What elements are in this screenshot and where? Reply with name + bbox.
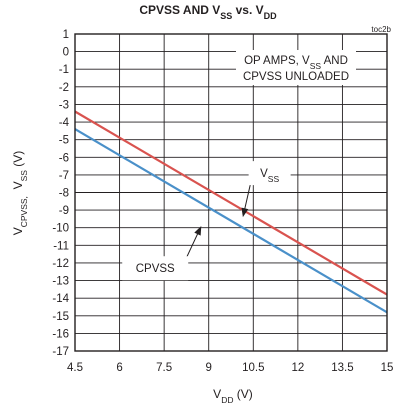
y-tick-label: -1 <box>59 64 69 76</box>
y-tick-label: 0 <box>63 47 69 59</box>
condition-note-background <box>236 50 356 85</box>
chart-title-part-b: vs. V <box>232 3 263 17</box>
y-axis-label: VCPVSS, VSS (V) <box>11 151 29 236</box>
y-tick-label: -14 <box>52 293 69 305</box>
chart-title-sub-a: SS <box>220 11 232 21</box>
x-tick-label: 13.5 <box>331 362 353 374</box>
callout-label-background <box>248 161 291 186</box>
chart-title-part-a: CPVSS AND V <box>139 3 220 17</box>
x-tick-label: 4.5 <box>67 362 83 374</box>
y-tick-label: -6 <box>59 152 69 164</box>
y-tick-label: -7 <box>59 170 69 182</box>
condition-note-line1-text: OP AMPS, V <box>244 55 310 67</box>
y-tick-label: -12 <box>52 258 69 270</box>
callout-arrowhead <box>241 207 249 218</box>
y-axis-label-a: V <box>11 227 25 235</box>
y-tick-label: -5 <box>59 135 69 147</box>
chart-title-sub-b: DD <box>264 11 277 21</box>
chart-title: CPVSS AND VSS vs. VDD <box>139 3 277 21</box>
grid <box>75 34 387 351</box>
series-lines <box>74 110 388 314</box>
y-tick-label: -15 <box>52 311 69 323</box>
condition-note-line2: CPVSS UNLOADED <box>243 71 349 83</box>
x-axis-label-rest: (V) <box>233 387 252 401</box>
x-tick-label: 12 <box>291 362 304 374</box>
x-axis-label-main: V <box>213 387 221 401</box>
x-axis-label: VDD (V) <box>213 387 253 405</box>
series-line-v-ss <box>74 110 388 296</box>
y-axis-label-a-sub: CPVSS, <box>19 196 29 227</box>
y-tick-label: -4 <box>59 117 70 129</box>
y-tick-label: -13 <box>52 276 69 288</box>
x-tick-label: 7.5 <box>156 362 172 374</box>
x-tick-label: 9 <box>206 362 212 374</box>
y-tick-label: -17 <box>52 346 69 358</box>
condition-note-line1-rest: AND <box>321 55 348 67</box>
callouts: VSS CPVSS <box>122 161 291 281</box>
series-label-v-ss: VSS <box>260 168 279 184</box>
y-tick-label: -9 <box>59 205 69 217</box>
condition-note-line1: OP AMPS, VSS AND <box>244 55 348 71</box>
figure-id: toc2b <box>371 25 391 34</box>
y-axis-label-c: (V) <box>11 151 25 170</box>
series-label-cpvss: CPVSS <box>136 263 175 275</box>
callout-arrow-shaft <box>185 230 200 259</box>
x-axis-label-sub: DD <box>221 395 233 405</box>
tick-labels: 4.5 6 7.5 9 10.5 12 13.5 15 1 0 -1 -2 -3 -4 -5 -6 -7 -8 -9… <box>52 29 393 374</box>
y-tick-label: -8 <box>59 188 69 200</box>
y-tick-label: -11 <box>53 240 69 252</box>
x-tick-label: 10.5 <box>242 362 264 374</box>
y-axis-label-b: V <box>11 181 25 196</box>
callout-label-background <box>122 256 189 281</box>
callout-arrowhead <box>194 225 202 236</box>
y-tick-label: -2 <box>59 82 69 94</box>
condition-note-line1-sub: SS <box>310 61 322 71</box>
callout-arrow-shaft <box>243 183 252 213</box>
y-tick-label: -3 <box>59 99 69 111</box>
series-line-cpvss <box>74 128 388 314</box>
y-axis-label-b-sub: SS <box>19 170 29 182</box>
y-tick-label: -16 <box>52 328 69 340</box>
x-tick-label: 6 <box>116 362 122 374</box>
x-tick-label: 15 <box>381 362 394 374</box>
y-tick-label: 1 <box>63 29 69 41</box>
y-tick-label: -10 <box>52 223 69 235</box>
plot-frame <box>74 33 388 352</box>
